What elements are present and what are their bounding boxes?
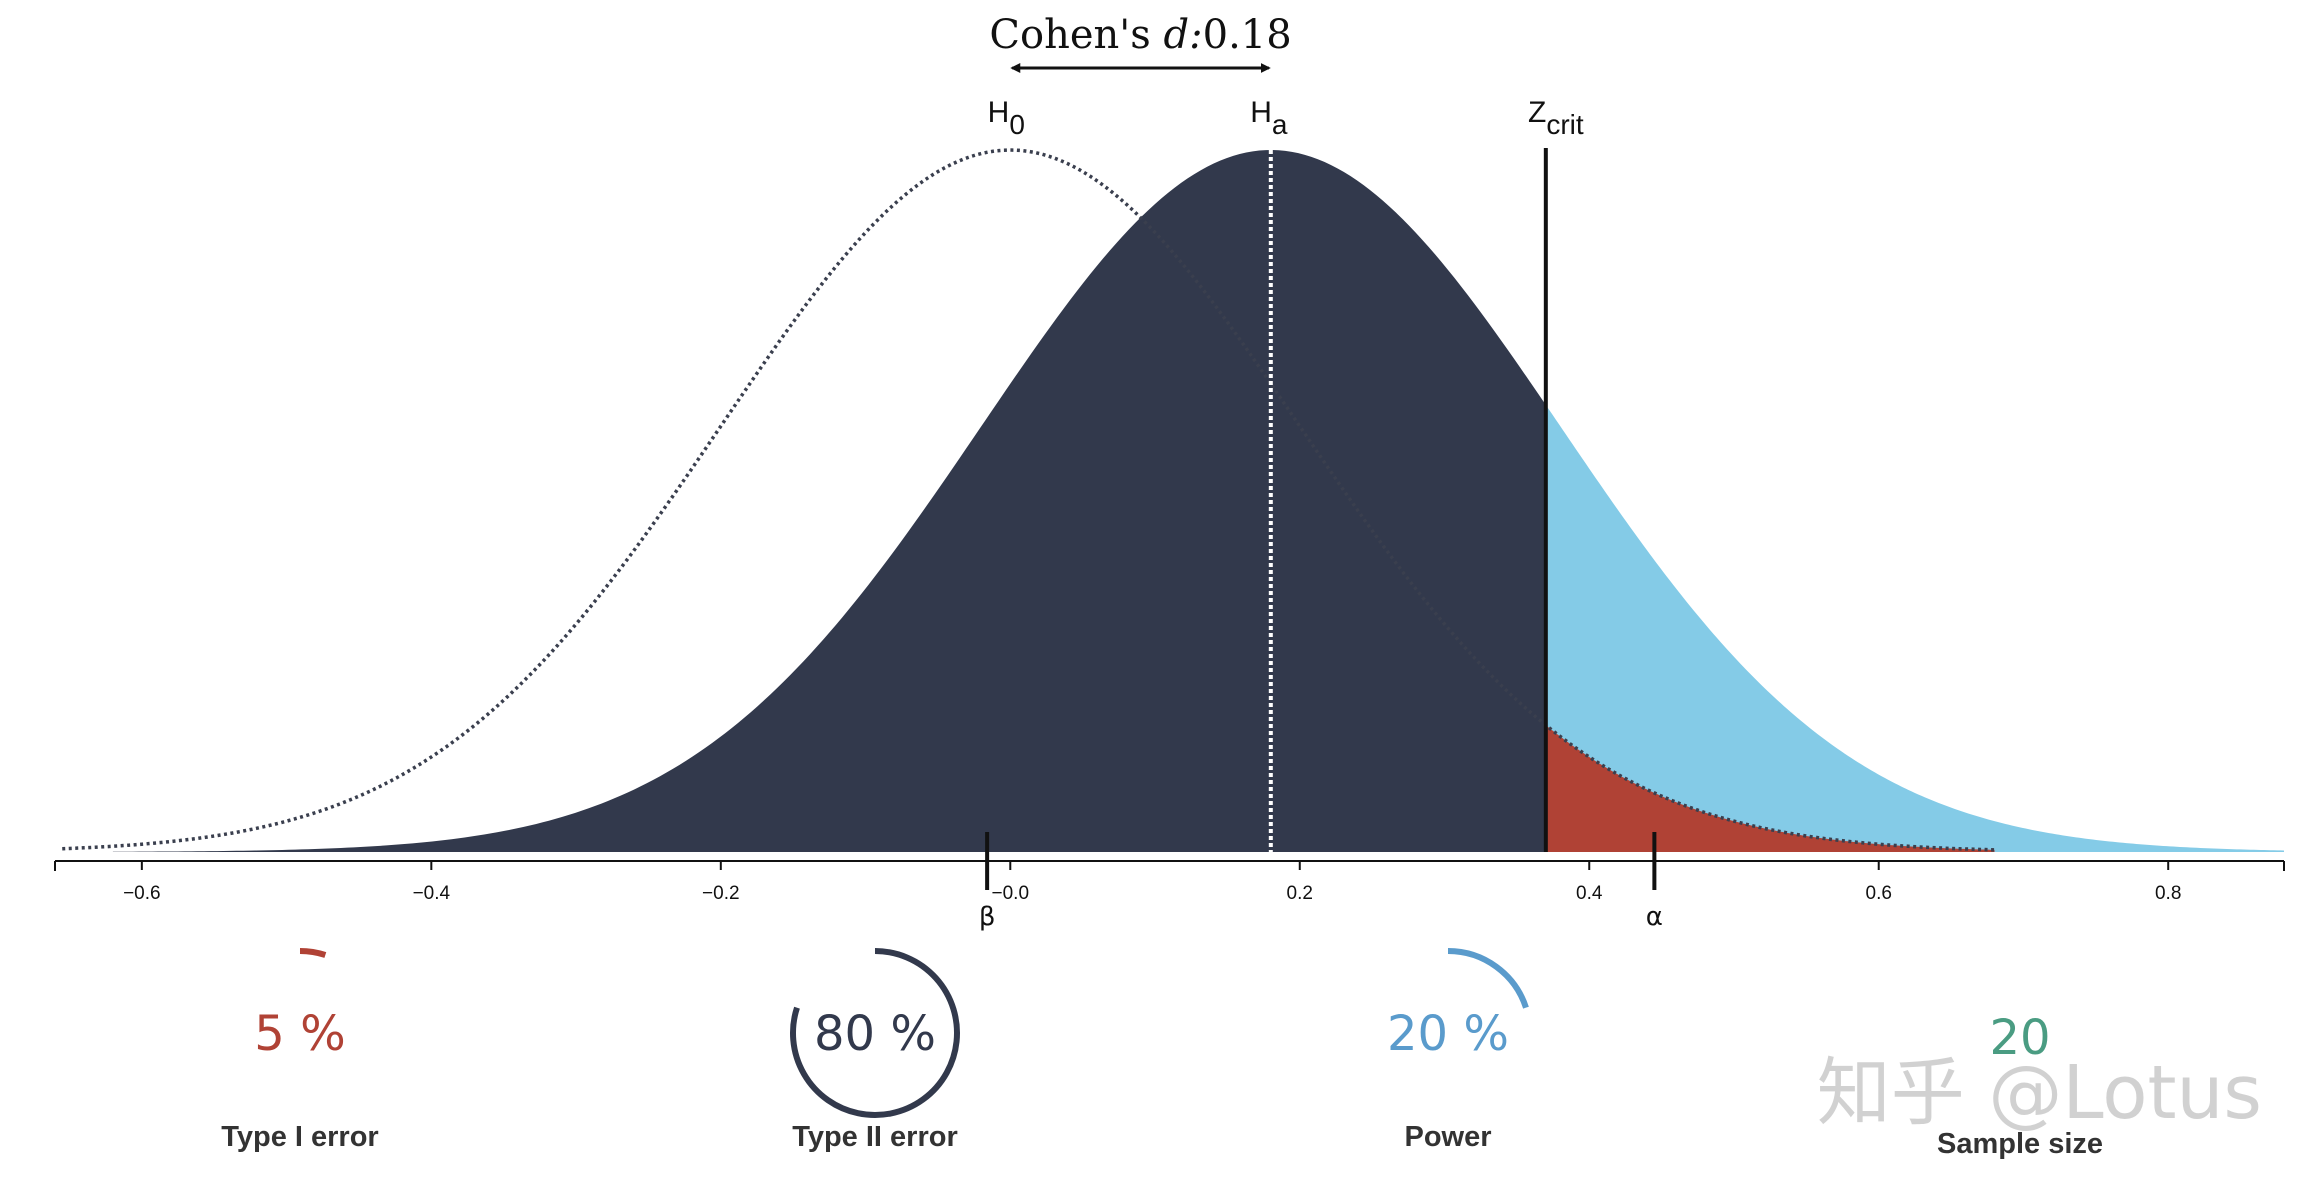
zcrit-label-sub: crit bbox=[1546, 109, 1584, 140]
null-hypothesis-label: H0 bbox=[988, 96, 1025, 140]
beta-marker-label: β bbox=[979, 902, 996, 932]
power-gauge-arc bbox=[1447, 948, 1529, 1009]
x-axis-tick-label: 0.6 bbox=[1866, 883, 1892, 904]
type-two-error-value: 80 % bbox=[814, 1006, 936, 1062]
type-one-error-value: 5 % bbox=[254, 1006, 345, 1062]
type-two-error-caption: Type II error bbox=[792, 1121, 957, 1153]
x-axis-tick-label: −0.2 bbox=[702, 883, 740, 904]
null-distribution-curve bbox=[62, 148, 1995, 852]
alt-distribution-beta-area bbox=[112, 150, 1546, 852]
title-value: 0.18 bbox=[1203, 12, 1292, 58]
x-axis-tick-label: 0.8 bbox=[2155, 883, 2181, 904]
alt-distribution-power-area bbox=[1545, 404, 2284, 852]
h0-label-sub: 0 bbox=[1009, 109, 1025, 140]
ha-label-sub: a bbox=[1272, 109, 1288, 140]
effect-size-title: Cohen's d:0.18 bbox=[989, 12, 1292, 73]
sample-size-caption: Sample size bbox=[1937, 1128, 2103, 1160]
title-prefix: Cohen's bbox=[989, 12, 1163, 58]
zcrit-label-main: Z bbox=[1528, 96, 1546, 129]
sample-size-stat: 20 Sample size bbox=[1937, 1010, 2103, 1160]
title-d-symbol: d bbox=[1164, 12, 1190, 58]
z-crit-label: Zcrit bbox=[1528, 96, 1584, 140]
type-one-error-gauge-arc bbox=[299, 948, 327, 958]
sample-size-value: 20 bbox=[1989, 1010, 2050, 1066]
ha-label-main: H bbox=[1250, 96, 1272, 129]
x-axis-tick-label: −0.6 bbox=[123, 883, 161, 904]
alt-hypothesis-label: Ha bbox=[1250, 96, 1288, 140]
h0-label-main: H bbox=[988, 96, 1010, 129]
type-two-error-gauge-arc bbox=[790, 948, 960, 1118]
power-stat: 20 % Power bbox=[1387, 948, 1529, 1153]
type-one-error-caption: Type I error bbox=[221, 1121, 378, 1153]
chart-title: Cohen's d:0.18 bbox=[989, 12, 1291, 58]
x-axis: −0.6 −0.4 −0.2 −0.0 0.2 0.4 0.6 0.8 bbox=[54, 860, 2285, 904]
type-two-error-stat: 80 % Type II error bbox=[790, 948, 960, 1153]
x-axis-tick-label: 0.4 bbox=[1576, 883, 1603, 904]
power-value: 20 % bbox=[1387, 1006, 1509, 1062]
watermark-text: 知乎 @Lotus bbox=[1817, 1050, 2262, 1136]
alpha-marker-label: α bbox=[1646, 902, 1663, 932]
x-axis-tick-label: −0.4 bbox=[413, 883, 451, 904]
title-colon: : bbox=[1189, 12, 1202, 58]
x-axis-tick-label: 0.2 bbox=[1287, 883, 1313, 904]
null-distribution-alpha-area bbox=[1545, 725, 1995, 852]
power-caption: Power bbox=[1404, 1121, 1491, 1153]
type-one-error-stat: 5 % Type I error bbox=[221, 948, 379, 1153]
x-axis-tick-label: −0.0 bbox=[992, 883, 1030, 904]
